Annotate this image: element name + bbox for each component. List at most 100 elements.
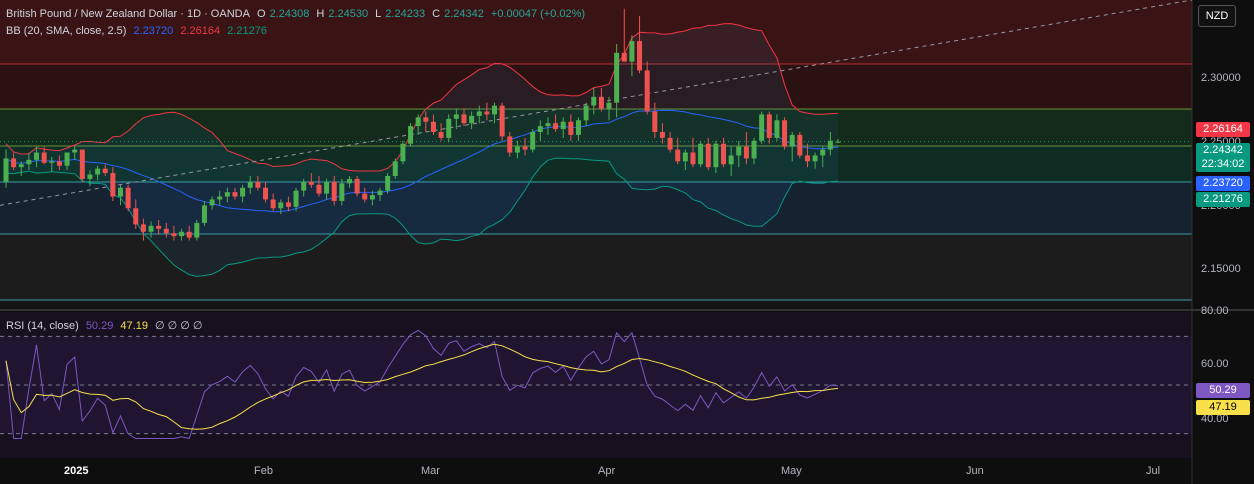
candle-body	[224, 192, 230, 197]
bb-legend: BB (20, SMA, close, 2.5) 2.23720 2.26164…	[6, 24, 271, 38]
candle-body	[728, 155, 734, 165]
candle-body	[675, 149, 681, 162]
candle-body	[285, 202, 291, 207]
candle-body	[820, 149, 826, 156]
candle-body	[110, 173, 116, 197]
close-price-badge: 2.24342 22:34:02	[1196, 143, 1250, 172]
candle-body	[568, 121, 574, 135]
candle-body	[492, 105, 498, 115]
candle-body	[827, 140, 833, 150]
candle-body	[34, 152, 40, 160]
candle-body	[392, 161, 398, 176]
candle-body	[721, 143, 727, 165]
candle-body	[163, 228, 169, 234]
rsi-tick: 60.00	[1201, 358, 1229, 370]
open-value: 2.24308	[269, 8, 310, 20]
candle-body	[255, 181, 261, 188]
candle-body	[469, 115, 475, 124]
candle-body	[346, 178, 352, 184]
candle-body	[476, 111, 482, 116]
candle-body	[415, 117, 421, 127]
candle-body	[659, 132, 665, 138]
candle-body	[598, 96, 604, 109]
candle-body	[637, 41, 643, 71]
candle-body	[117, 187, 123, 197]
close-label: C	[432, 8, 441, 20]
candle-body	[560, 121, 566, 130]
rsi-pane	[0, 329, 1192, 440]
candle-body	[247, 181, 253, 188]
time-tick-jul: Jul	[1146, 465, 1161, 477]
candle-body	[102, 168, 108, 174]
candle-body	[484, 111, 490, 115]
candlestick-series	[3, 8, 841, 241]
bb-basis-value: 2.23720	[133, 25, 174, 37]
rsi-label: RSI (14, close)	[6, 320, 79, 332]
candle-body	[201, 205, 207, 223]
candle-body	[232, 192, 238, 197]
upper-band-badge: 2.26164	[1196, 122, 1250, 137]
low-label: L	[375, 8, 382, 20]
time-tick-mar: Mar	[421, 465, 440, 477]
price-tick: 2.30000	[1201, 72, 1241, 84]
candle-body	[209, 199, 215, 206]
lower-band-badge: 2.21276	[1196, 192, 1250, 207]
candle-body	[713, 143, 719, 168]
upper-band-line	[5, 23, 839, 172]
candle-body	[629, 41, 635, 62]
symbol-title: British Pound / New Zealand Dollar · 1D …	[6, 8, 250, 20]
close-value: 2.24342	[444, 8, 484, 20]
rsi-ma-badge: 47.19	[1196, 400, 1250, 415]
candle-body	[87, 174, 93, 179]
candle-body	[690, 152, 696, 165]
candle-body	[575, 120, 581, 135]
candle-body	[41, 152, 47, 163]
candle-body	[140, 224, 146, 232]
price-tick: 2.15000	[1201, 263, 1241, 275]
candle-body	[194, 222, 200, 238]
candle-body	[835, 141, 841, 143]
price-zone	[0, 300, 1192, 308]
dashed-trendline	[0, 0, 1193, 206]
candle-body	[308, 181, 314, 185]
candle-body	[56, 161, 62, 166]
candle-body	[499, 105, 505, 137]
candle-body	[324, 181, 330, 194]
candle-body	[522, 146, 528, 150]
high-value: 2.24530	[328, 8, 369, 20]
candle-body	[369, 195, 375, 200]
candle-body	[507, 136, 513, 153]
candle-body	[751, 140, 757, 159]
candle-body	[537, 126, 543, 132]
candle-body	[125, 187, 131, 209]
candle-body	[766, 114, 772, 138]
candle-body	[278, 202, 284, 209]
open-label: O	[257, 8, 266, 20]
candle-body	[644, 70, 650, 112]
candle-body	[453, 114, 459, 119]
trendline[interactable]	[0, 0, 1193, 206]
rsi-tick: 40.00	[1201, 413, 1229, 425]
candle-body	[591, 96, 597, 106]
candle-body	[797, 134, 803, 156]
candle-body	[263, 187, 269, 200]
candle-body	[156, 225, 162, 229]
candle-body	[682, 152, 688, 162]
candle-body	[171, 233, 177, 237]
bb-upper-value: 2.26164	[180, 25, 221, 37]
bollinger-bands	[5, 23, 839, 277]
time-tick-2025: 2025	[64, 465, 89, 477]
change-value: +0.00047 (+0.02%)	[490, 8, 586, 20]
candle-body	[430, 121, 436, 132]
band-fill	[6, 23, 838, 277]
candle-body	[316, 184, 322, 194]
time-tick-jun: Jun	[966, 465, 984, 477]
candle-body	[667, 137, 673, 150]
basis-line	[5, 109, 839, 213]
candle-body	[293, 190, 299, 207]
time-tick-may: May	[781, 465, 802, 477]
low-value: 2.24233	[385, 8, 426, 20]
currency-button[interactable]: NZD	[1198, 5, 1236, 27]
price-zone	[0, 0, 1192, 64]
